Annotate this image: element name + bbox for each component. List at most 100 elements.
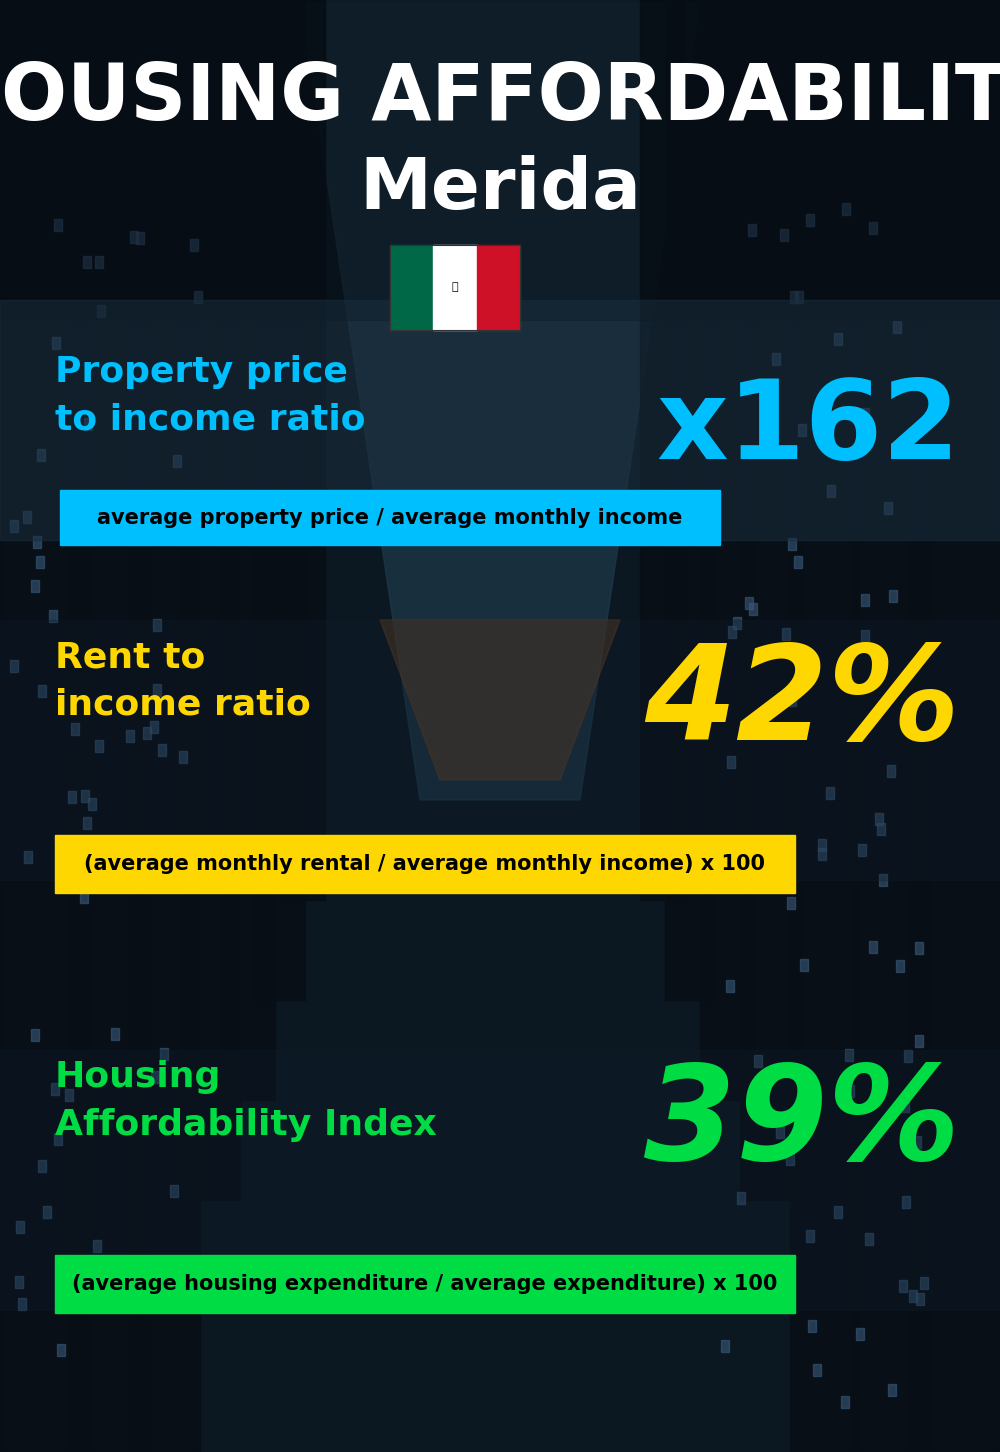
Bar (901, 1099, 909, 1112)
Bar (10, 659, 18, 671)
Bar (150, 722, 158, 733)
Bar (60, 489, 720, 544)
Bar (858, 845, 866, 857)
Bar (727, 756, 735, 768)
Bar (0, 0, 90, 1452)
Bar (737, 1192, 745, 1204)
Text: x162: x162 (656, 375, 960, 482)
Bar (795, 1134, 803, 1146)
Bar (887, 765, 895, 777)
Bar (0, 1050, 1000, 1310)
Bar (745, 597, 753, 608)
Bar (798, 424, 806, 436)
Bar (740, 0, 800, 1199)
Bar (806, 1230, 814, 1241)
Bar (869, 222, 877, 234)
Bar (81, 790, 89, 802)
Bar (788, 694, 796, 706)
Bar (861, 630, 869, 642)
Bar (119, 513, 127, 524)
Bar (899, 1279, 907, 1292)
Bar (95, 739, 103, 752)
Bar (38, 1160, 46, 1172)
Bar (88, 797, 96, 810)
Bar (16, 1221, 24, 1233)
Bar (726, 980, 734, 992)
Bar (916, 1292, 924, 1305)
Bar (220, 0, 275, 1101)
Bar (84, 418, 92, 430)
Bar (15, 1276, 23, 1288)
Bar (788, 539, 796, 550)
Bar (846, 1086, 854, 1098)
Bar (888, 1384, 896, 1395)
Bar (915, 1035, 923, 1047)
Bar (51, 1083, 59, 1095)
Bar (10, 520, 18, 531)
Bar (390, 245, 520, 330)
Bar (433, 245, 477, 330)
Bar (390, 245, 433, 330)
Bar (24, 851, 32, 862)
Bar (896, 960, 904, 971)
Bar (37, 450, 45, 462)
Bar (110, 852, 118, 864)
Bar (728, 626, 736, 637)
Bar (869, 941, 877, 953)
Bar (0, 301, 1000, 540)
Bar (808, 1320, 816, 1333)
Bar (280, 0, 325, 900)
Bar (841, 1395, 849, 1408)
Bar (130, 231, 138, 242)
Bar (57, 1343, 65, 1356)
Bar (68, 790, 76, 803)
Bar (806, 213, 814, 225)
Bar (721, 1340, 729, 1352)
Bar (65, 1089, 73, 1102)
Bar (902, 1196, 910, 1208)
Bar (920, 1276, 928, 1289)
Bar (126, 730, 134, 742)
Bar (879, 874, 887, 886)
Polygon shape (300, 0, 700, 800)
Bar (665, 0, 715, 1000)
Bar (36, 556, 44, 568)
Bar (842, 203, 850, 215)
Text: 🦅: 🦅 (452, 283, 458, 292)
Bar (153, 619, 161, 632)
Bar (913, 1135, 921, 1149)
Bar (180, 0, 240, 1199)
Bar (834, 333, 842, 344)
Bar (915, 942, 923, 954)
Bar (194, 290, 202, 303)
Bar (0, 0, 1000, 319)
Bar (70, 0, 150, 1452)
Bar (52, 337, 60, 348)
Bar (143, 727, 151, 739)
Text: average property price / average monthly income: average property price / average monthly… (97, 508, 683, 529)
Text: 39%: 39% (644, 1060, 960, 1186)
Bar (818, 839, 826, 851)
Bar (55, 1255, 795, 1313)
Bar (748, 224, 756, 237)
Bar (0, 620, 1000, 880)
Bar (772, 353, 780, 364)
Bar (54, 219, 62, 231)
Bar (31, 581, 39, 592)
Bar (179, 751, 187, 764)
Bar (160, 1048, 168, 1060)
Bar (71, 723, 79, 735)
Text: Merida: Merida (359, 155, 641, 224)
Bar (795, 290, 803, 302)
Bar (733, 617, 741, 629)
Bar (786, 1153, 794, 1165)
Bar (158, 743, 166, 756)
Bar (640, 0, 685, 900)
Bar (136, 232, 144, 244)
Bar (754, 1054, 762, 1067)
Bar (749, 603, 757, 616)
Bar (790, 0, 860, 1452)
Bar (845, 1048, 853, 1061)
Bar (55, 835, 795, 893)
Bar (780, 229, 788, 241)
